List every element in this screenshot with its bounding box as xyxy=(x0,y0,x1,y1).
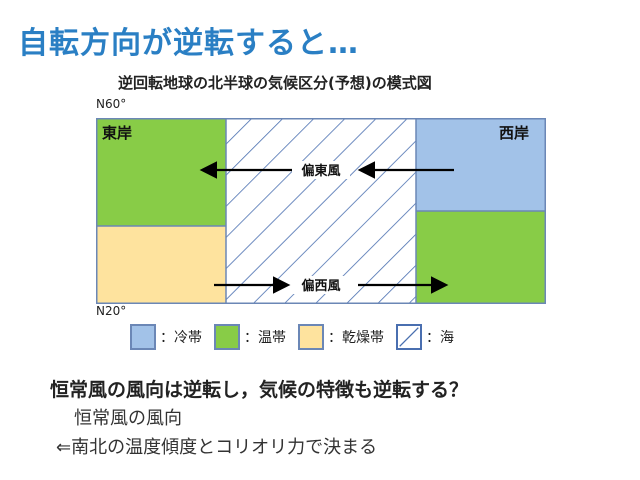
legend-label-temperate: ：温帯 xyxy=(244,330,286,346)
latitude-top-label: N60° xyxy=(96,97,127,111)
legend-item-sea: ：海 xyxy=(396,324,454,350)
legend-item-cold: ：冷帯 xyxy=(130,324,202,350)
west-temperate-zone xyxy=(416,211,546,304)
explanation-line-2: ⇐南北の温度傾度とコリオリ力で決まる xyxy=(56,437,378,458)
diagram-title: 逆回転地球の北半球の気候区分(予想)の模式図 xyxy=(118,74,432,92)
sea-swatch xyxy=(396,324,422,350)
west-coast-label: 西岸 xyxy=(499,124,529,142)
westerly-wind-label: 偏西風 xyxy=(301,278,340,294)
slide-title: 自転方向が逆転すると… xyxy=(18,26,359,61)
legend-label-sea: ：海 xyxy=(426,330,454,346)
climate-map: 東岸 西岸 偏東風 偏西風 xyxy=(96,118,546,304)
legend-label-cold: ：冷帯 xyxy=(160,330,202,346)
explanation-line-1: 恒常風の風向 xyxy=(74,408,182,429)
legend: ：冷帯 ：温帯 ：乾燥帯 ：海 xyxy=(130,321,454,353)
west-cold-zone xyxy=(416,118,546,211)
easterly-wind-label: 偏東風 xyxy=(301,163,340,179)
latitude-bottom-label: N20° xyxy=(96,304,127,318)
arid-zone-swatch xyxy=(298,324,324,350)
legend-label-arid: ：乾燥帯 xyxy=(328,330,384,346)
legend-item-temperate: ：温帯 xyxy=(214,324,286,350)
temperate-zone-swatch xyxy=(214,324,240,350)
legend-item-arid: ：乾燥帯 xyxy=(298,324,384,350)
east-coast-label: 東岸 xyxy=(102,124,132,142)
cold-zone-swatch xyxy=(130,324,156,350)
question-text: 恒常風の風向は逆転し，気候の特徴も逆転する？ xyxy=(50,379,469,401)
east-arid-zone xyxy=(96,226,226,304)
sea-zone xyxy=(226,118,416,304)
